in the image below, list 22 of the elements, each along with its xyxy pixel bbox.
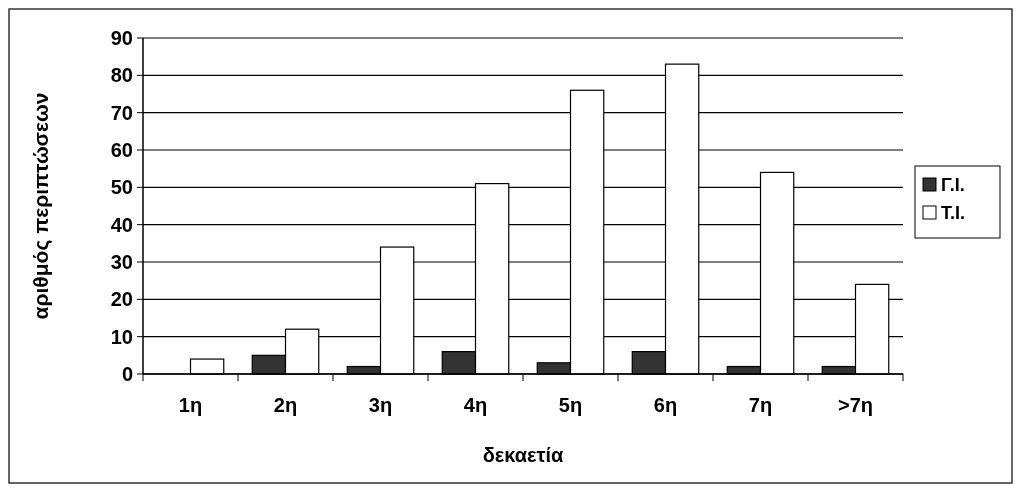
- y-tick-label: 20: [110, 288, 133, 311]
- y-tick-label: 50: [110, 176, 133, 199]
- x-tick-label: 3η: [368, 394, 393, 416]
- y-tick-label: 60: [110, 139, 133, 161]
- y-tick-label: 70: [110, 101, 133, 124]
- legend-label: Τ.Ι.: [941, 203, 966, 224]
- y-tick-label: 40: [110, 213, 133, 236]
- x-tick-label: 5η: [558, 394, 583, 416]
- x-axis-title: δεκαετία: [482, 444, 565, 466]
- y-tick-label: 10: [110, 325, 133, 348]
- x-tick-label: 7η: [748, 394, 773, 416]
- x-tick-label: >7η: [837, 394, 874, 416]
- legend-label: Γ.Ι.: [941, 175, 965, 196]
- y-tick-label: 30: [110, 251, 133, 273]
- y-axis-title: αριθμός περιπτώσεων: [29, 92, 53, 320]
- y-tick-label: 0: [121, 363, 133, 385]
- x-tick-label: 1η: [178, 394, 203, 416]
- y-tick-label: 90: [110, 27, 133, 49]
- x-tick-label: 6η: [653, 394, 678, 416]
- x-tick-label: 2η: [273, 394, 298, 416]
- x-tick-label: 4η: [463, 394, 488, 416]
- y-tick-label: 80: [110, 64, 133, 87]
